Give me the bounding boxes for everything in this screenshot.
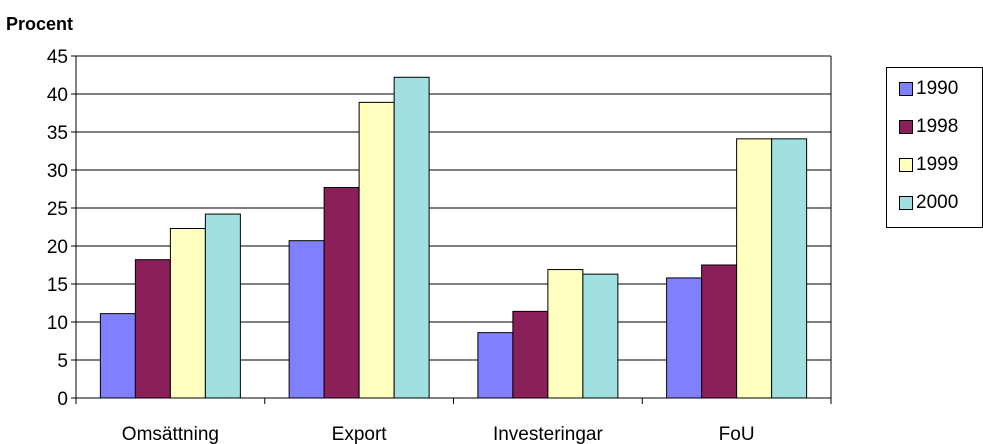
legend-item-2000: 2000 bbox=[899, 192, 958, 214]
legend-label: 1998 bbox=[916, 116, 959, 137]
legend-swatch bbox=[899, 158, 913, 172]
legend-item-1999: 1999 bbox=[899, 154, 958, 176]
y-tick-label: 15 bbox=[47, 275, 68, 296]
legend-label: 1990 bbox=[916, 78, 959, 99]
y-tick-label: 10 bbox=[47, 313, 68, 334]
y-tick-label: 25 bbox=[47, 199, 68, 220]
bar-1998-0 bbox=[134, 259, 171, 399]
bar-2000-2 bbox=[582, 273, 619, 399]
y-tick-label: 35 bbox=[47, 123, 68, 144]
bars bbox=[99, 76, 808, 399]
legend: 1990 1998 1999 2000 bbox=[886, 67, 983, 228]
bar-1998-1 bbox=[323, 186, 360, 399]
x-tick-label: Omsättning bbox=[122, 424, 219, 444]
bar-1990-0 bbox=[99, 313, 136, 399]
y-tick-label: 45 bbox=[47, 47, 68, 68]
x-tick-label: Investeringar bbox=[493, 424, 604, 444]
bar-2000-3 bbox=[771, 138, 808, 399]
y-tick-labels: 0 5 10 15 20 25 30 35 40 45 bbox=[47, 47, 68, 410]
legend-swatch bbox=[899, 120, 913, 134]
bar-1999-3 bbox=[736, 138, 773, 399]
bar-1998-3 bbox=[701, 264, 738, 399]
legend-item-1998: 1998 bbox=[899, 116, 958, 138]
y-tick-label: 30 bbox=[47, 161, 68, 182]
bar-1990-2 bbox=[477, 332, 514, 399]
legend-swatch bbox=[899, 82, 913, 96]
legend-label: 1999 bbox=[916, 154, 959, 175]
legend-label: 2000 bbox=[916, 192, 959, 213]
legend-item-1990: 1990 bbox=[899, 78, 958, 100]
bar-1999-2 bbox=[547, 269, 584, 399]
bar-2000-1 bbox=[393, 76, 430, 399]
bar-1999-0 bbox=[169, 228, 206, 399]
x-tick-label: FoU bbox=[719, 424, 755, 444]
y-tick-label: 20 bbox=[47, 237, 68, 258]
legend-swatch bbox=[899, 196, 913, 210]
axes bbox=[75, 56, 832, 404]
bar-1998-2 bbox=[512, 310, 549, 399]
y-axis-title: Procent bbox=[6, 14, 74, 34]
bar-1990-3 bbox=[666, 277, 703, 399]
x-tick-labels: Omsättning Export Investeringar FoU bbox=[122, 424, 755, 444]
y-tick-label: 5 bbox=[57, 351, 68, 372]
y-tick-label: 0 bbox=[57, 389, 68, 410]
bar-1999-1 bbox=[358, 101, 395, 399]
bar-2000-0 bbox=[204, 213, 241, 399]
x-tick-label: Export bbox=[332, 424, 388, 444]
bar-1990-1 bbox=[288, 240, 325, 399]
y-tick-label: 40 bbox=[47, 85, 68, 106]
